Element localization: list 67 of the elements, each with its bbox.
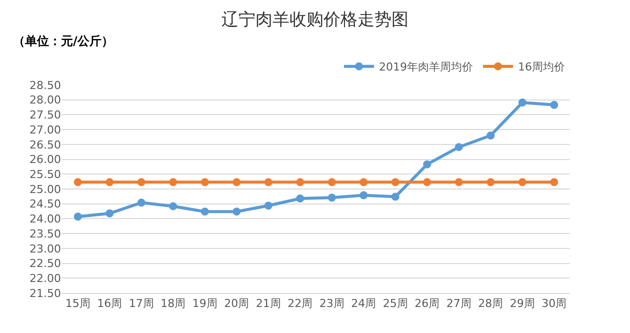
point <box>264 202 272 210</box>
point <box>486 132 495 140</box>
point <box>391 178 400 186</box>
y-tick-label: 21.50 <box>30 286 61 300</box>
y-tick-label: 28.50 <box>30 78 61 92</box>
point <box>137 178 146 186</box>
x-tick-label: 23周 <box>319 297 344 310</box>
y-tick-label: 28.00 <box>30 94 61 107</box>
y-tick-label: 25.50 <box>30 168 61 181</box>
x-tick-label: 29周 <box>510 297 535 310</box>
legend-label: 2019年肉羊周均价 <box>379 60 473 74</box>
x-tick-label: 30周 <box>542 297 567 310</box>
x-tick-label: 24周 <box>351 297 376 310</box>
point <box>360 178 368 186</box>
y-tick-label: 22.50 <box>30 257 61 270</box>
x-tick-label: 25周 <box>382 297 408 310</box>
y-axis-title: （单位：元/公斤） <box>13 34 114 48</box>
y-tick-label: 26.00 <box>30 153 61 166</box>
point <box>232 208 241 216</box>
x-tick-label: 16周 <box>97 297 122 310</box>
x-tick-label: 15周 <box>65 297 90 310</box>
y-tick-label: 24.50 <box>30 198 61 211</box>
x-tick-label: 17周 <box>128 297 154 310</box>
point <box>200 178 209 186</box>
y-tick-label: 27.50 <box>30 108 61 122</box>
point <box>550 100 558 109</box>
point <box>391 192 400 201</box>
point <box>328 194 336 202</box>
x-tick-label: 18周 <box>160 297 186 310</box>
x-tick-label: 21周 <box>256 297 281 310</box>
point <box>296 194 304 203</box>
chart-title: 辽宁肉羊收购价格走势图 <box>222 10 408 30</box>
x-tick-label: 19周 <box>192 297 218 310</box>
y-tick-label: 22.00 <box>30 272 61 285</box>
x-tick-label: 27周 <box>446 297 472 310</box>
y-tick-label: 25.00 <box>30 182 61 196</box>
point <box>232 178 241 186</box>
point <box>454 143 463 152</box>
y-tick-label: 23.50 <box>30 227 61 240</box>
point <box>169 202 178 210</box>
x-tick-label: 28周 <box>478 297 504 310</box>
y-tick-label: 27.00 <box>30 123 61 136</box>
y-tick-label: 24.00 <box>30 212 61 226</box>
y-tick-label: 23.00 <box>30 242 61 256</box>
legend-label: 16周均价 <box>518 60 565 74</box>
point <box>74 212 82 221</box>
point <box>454 178 463 186</box>
x-tick-label: 22周 <box>288 297 313 310</box>
point <box>264 178 272 186</box>
point <box>74 178 82 186</box>
y-tick-label: 26.50 <box>30 138 61 152</box>
point <box>200 208 209 216</box>
point <box>423 178 432 186</box>
point <box>106 209 114 218</box>
point <box>106 178 114 186</box>
point <box>486 178 495 186</box>
point <box>328 178 336 186</box>
point <box>296 178 304 186</box>
x-tick-label: 26周 <box>414 297 440 310</box>
point <box>423 160 432 168</box>
point <box>518 98 526 107</box>
point <box>360 191 368 200</box>
x-tick-label: 20周 <box>224 297 250 310</box>
point <box>550 178 558 186</box>
point <box>169 178 178 186</box>
point <box>518 178 526 186</box>
point <box>137 198 146 207</box>
